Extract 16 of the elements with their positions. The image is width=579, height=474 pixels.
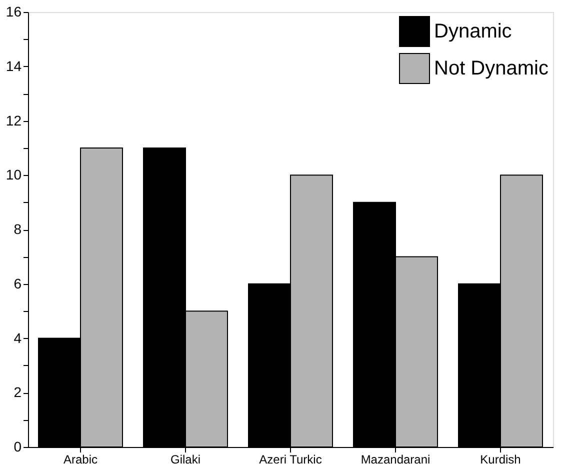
x-tick-label: Mazandarani [360, 452, 430, 466]
legend-label: Not Dynamic [434, 58, 548, 80]
x-tick-label: Gilaki [170, 452, 201, 466]
x-tick-label: Azeri Turkic [259, 452, 322, 466]
x-tick-label: Arabic [63, 452, 98, 466]
y-tick-label: 8 [14, 221, 22, 237]
y-tick-label: 10 [6, 166, 22, 183]
y-tick-label: 6 [14, 275, 22, 292]
y-tick-label: 0 [14, 438, 22, 454]
y-tick-label: 14 [6, 58, 22, 74]
x-tick-label: Kurdish [480, 452, 521, 466]
legend-label: Dynamic [434, 20, 512, 42]
y-tick-label: 16 [6, 4, 22, 20]
y-tick-label: 4 [14, 330, 22, 346]
y-tick-label: 12 [6, 112, 22, 128]
y-tick-label: 2 [14, 384, 22, 400]
